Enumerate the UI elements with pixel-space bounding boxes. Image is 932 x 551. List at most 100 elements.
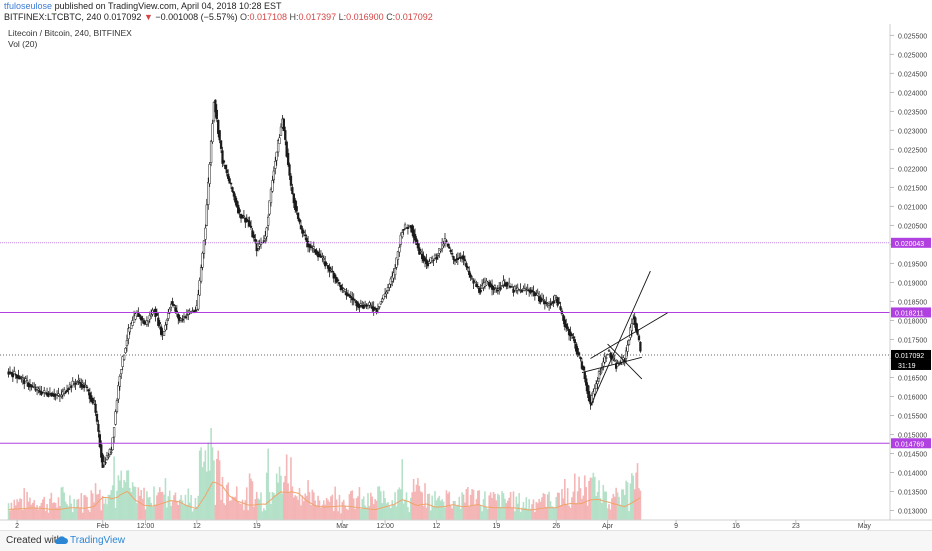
volume-bar <box>161 491 164 520</box>
volume-bar <box>46 504 48 520</box>
candle-body <box>624 350 628 359</box>
candle-body <box>162 331 166 336</box>
x-tick-label: Mar <box>336 523 349 530</box>
volume-bar <box>565 504 568 520</box>
volume-bar <box>582 495 585 520</box>
volume-bar <box>123 480 125 520</box>
tradingview-brand-link[interactable]: TradingView <box>70 535 126 546</box>
candle-body <box>326 265 330 269</box>
volume-bar <box>217 450 220 520</box>
level-price-tag-label: 0.018211 <box>895 310 924 317</box>
last-price-tag <box>891 349 931 360</box>
volume-bar <box>213 460 215 520</box>
volume-bar <box>207 442 210 520</box>
candle-body <box>25 380 29 383</box>
volume-bar <box>90 490 93 520</box>
candle-body <box>475 284 478 287</box>
candle-body <box>495 287 498 290</box>
volume-bar <box>97 493 100 520</box>
volume-bar <box>598 480 600 520</box>
volume-bar <box>504 498 506 520</box>
candle-body <box>499 287 502 290</box>
trendlines[interactable] <box>581 270 668 407</box>
volume-bar <box>23 488 26 520</box>
time-axis[interactable]: 2 Feb 12:00 12 19 Mar 12:00 12 19 26 Apr 9 16 23 May <box>15 520 871 530</box>
candle-body <box>198 280 201 296</box>
candle-body <box>565 324 568 328</box>
volume-bar <box>522 502 525 520</box>
candle-body <box>466 266 469 269</box>
down-arrow-icon: ▼ <box>143 12 153 22</box>
x-tick-label: 12:00 <box>376 523 394 530</box>
candle-body <box>349 296 353 298</box>
volume-bar <box>37 509 40 520</box>
candle-body <box>185 314 188 316</box>
candle-body <box>219 140 223 149</box>
volume-bar <box>499 506 502 520</box>
candle-body <box>321 256 324 258</box>
volume-bar <box>332 510 335 520</box>
volume-bar <box>33 500 36 520</box>
candle-body <box>413 234 417 241</box>
candle-body <box>112 427 116 438</box>
volume-bar <box>284 475 287 520</box>
candle-body <box>43 390 46 393</box>
candle-body <box>204 227 207 240</box>
candle-body <box>275 151 278 161</box>
price-chart[interactable]: 0.025500 0.025000 0.024500 0.024000 0.023500… <box>0 24 932 530</box>
volume-bar <box>178 499 181 520</box>
candle-body <box>214 99 217 113</box>
tradingview-cloud-icon[interactable] <box>54 534 68 546</box>
candle-body <box>217 120 220 134</box>
candle-body <box>299 225 303 230</box>
volume-bar <box>81 512 84 520</box>
volume-bar <box>355 498 358 520</box>
candle-body <box>388 283 391 288</box>
candle-body <box>456 258 459 261</box>
volume-bar <box>626 482 629 520</box>
y-tick-label: 0.018500 <box>898 299 927 306</box>
volume-bar <box>258 499 261 520</box>
volume-bar <box>622 489 625 520</box>
volume-bar <box>509 491 512 520</box>
volume-bar <box>288 491 291 520</box>
volume-bar <box>370 492 372 520</box>
candle-body <box>127 328 130 340</box>
candle-body <box>385 291 388 295</box>
volume-bar <box>442 501 445 520</box>
volume-bar <box>411 492 413 520</box>
volume-bar <box>147 497 150 520</box>
volume-bar <box>613 496 616 520</box>
candle-body <box>105 455 109 461</box>
y-tick-label: 0.025500 <box>898 33 927 40</box>
candle-body <box>23 379 26 384</box>
x-tick-label: 12:00 <box>137 523 155 530</box>
candle-body <box>542 299 545 301</box>
volume-bar <box>638 488 640 520</box>
candle-body <box>375 308 378 312</box>
candle-body <box>569 331 572 337</box>
candle-body <box>402 228 405 231</box>
candle-body <box>452 256 455 260</box>
candle-body <box>141 318 144 320</box>
published-text: published on TradingView.com, April 04, … <box>54 1 282 11</box>
candle-body <box>227 173 230 179</box>
candle-body <box>237 204 240 214</box>
volume-bar <box>188 502 191 520</box>
candle-body <box>75 381 79 383</box>
volume-bar <box>581 498 583 520</box>
horizontal-levels[interactable] <box>0 242 890 444</box>
volume-bar <box>94 483 97 520</box>
volume-bar <box>368 506 371 520</box>
candle-body <box>87 389 90 392</box>
candle-body <box>450 253 454 255</box>
volume-bar <box>496 493 499 520</box>
author-link[interactable]: tfuloseulose <box>4 1 53 11</box>
candle-body <box>158 322 161 325</box>
volume-bar <box>110 490 113 520</box>
volume-bar <box>477 490 479 520</box>
volume-bar <box>407 507 409 520</box>
candle-body <box>177 313 180 319</box>
candle-body <box>104 462 107 464</box>
volume-bar <box>173 495 175 520</box>
